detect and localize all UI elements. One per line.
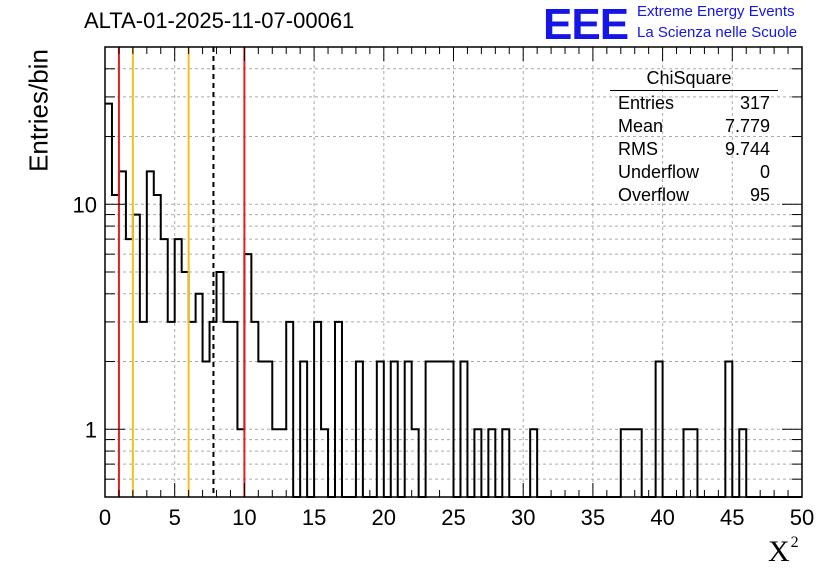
chart-title: ALTA-01-2025-11-07-00061	[84, 8, 355, 33]
eee-logo: EEE	[543, 0, 629, 49]
stats-row-label: Mean	[618, 116, 664, 136]
stats-row-value: 0	[759, 162, 770, 182]
stats-row: RMS 9.744	[610, 139, 778, 162]
x-axis-label: Χ2	[768, 534, 799, 569]
stats-rows: Entries 317 Mean 7.779 RMS 9.744 Underflow 0 Ove…	[610, 93, 778, 208]
stats-row: Entries 317	[610, 93, 778, 116]
stats-divider	[610, 90, 778, 91]
x-tick-label: 15	[302, 505, 326, 530]
stats-row: Underflow 0	[610, 162, 778, 185]
logo-text-line1: Extreme Energy Events	[637, 3, 795, 20]
x-tick-label: 25	[441, 505, 465, 530]
stats-row: Overflow 95	[610, 185, 778, 208]
stats-title: ChiSquare	[646, 68, 732, 88]
stats-row-label: Underflow	[618, 162, 700, 182]
stats-row-value: 7.779	[724, 116, 770, 136]
x-tick-label: 35	[581, 505, 605, 530]
stats-row-value: 9.744	[724, 139, 770, 159]
stats-row-value: 95	[749, 185, 770, 205]
x-tick-label: 0	[99, 505, 111, 530]
x-tick-label: 50	[790, 505, 814, 530]
stats-row-label: Overflow	[618, 185, 690, 205]
x-axis-label-superscript: 2	[790, 534, 799, 551]
x-tick-label: 5	[169, 505, 181, 530]
x-tick-label: 40	[650, 505, 674, 530]
y-tick-label: 1	[85, 417, 97, 442]
logo-text-line2: La Scienza nelle Scuole	[637, 24, 798, 41]
x-tick-label: 20	[372, 505, 396, 530]
x-axis-label-symbol: Χ	[768, 535, 790, 568]
x-tick-label: 45	[720, 505, 744, 530]
stats-row: Mean 7.779	[610, 116, 778, 139]
stats-row-label: Entries	[618, 93, 675, 113]
histogram-outline	[105, 102, 802, 498]
x-tick-label: 10	[232, 505, 256, 530]
stats-box: ChiSquare Entries 317 Mean 7.779 RMS 9.744 Und…	[610, 68, 778, 208]
y-tick-label: 10	[73, 192, 97, 217]
stats-row-value: 317	[739, 93, 770, 113]
x-tick-label: 30	[511, 505, 535, 530]
y-axis-label: Entries/bin	[23, 49, 54, 172]
stats-row-label: RMS	[618, 139, 658, 159]
